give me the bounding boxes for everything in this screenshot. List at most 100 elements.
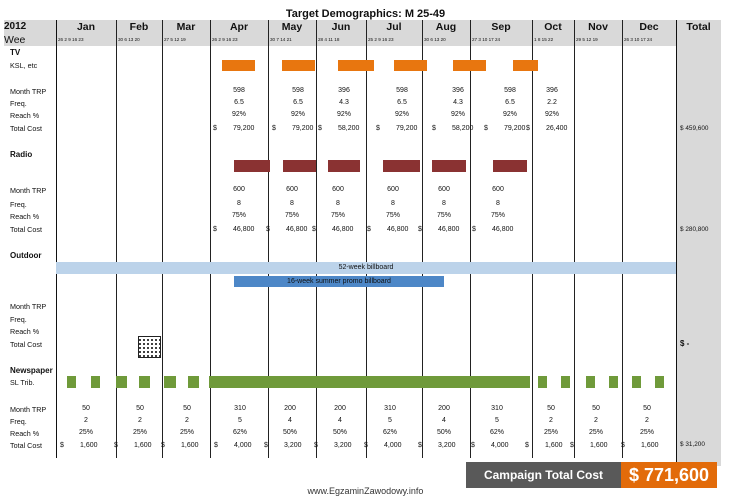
newspaper-cost-currency: $ xyxy=(314,442,318,449)
newspaper-cost-currency: $ xyxy=(60,442,64,449)
radio-cost-value: 46,800 xyxy=(286,226,308,233)
newspaper-reach-value: 25% xyxy=(543,429,558,436)
newspaper-reach-value: 62% xyxy=(489,429,504,436)
radio-cost-value: 46,800 xyxy=(492,226,514,233)
newspaper-trp-value: 200 xyxy=(334,405,346,412)
month-divider-line xyxy=(56,20,57,458)
radio-cost-currency: $ xyxy=(472,226,476,233)
week-label: Week xyxy=(4,34,31,46)
radio-flight-bar xyxy=(383,160,420,172)
month-divider-line xyxy=(622,20,623,458)
tv-total: $ 459,600 xyxy=(680,125,709,132)
newspaper-reach-value: 25% xyxy=(78,429,93,436)
newspaper-cost-value: 4,000 xyxy=(234,442,252,449)
month-divider-line xyxy=(116,20,117,458)
outdoor-row-cost: Total Cost xyxy=(10,340,42,349)
radio-flight-bar xyxy=(234,160,270,172)
tv-flight-bar xyxy=(338,60,374,71)
total-header: Total xyxy=(686,21,711,33)
newspaper-trp-value: 50 xyxy=(547,405,555,412)
month-label: Feb xyxy=(129,21,149,33)
radio-flight-bar xyxy=(493,160,527,172)
newspaper-freq-value: 5 xyxy=(495,417,499,424)
newspaper-flight-bar xyxy=(561,376,570,388)
radio-trp-value: 600 xyxy=(286,186,298,193)
tv-freq-value: 6.5 xyxy=(505,99,515,106)
tv-row-cost: Total Cost xyxy=(10,124,42,133)
month-label: Dec xyxy=(639,21,659,33)
newspaper-cost-value: 3,200 xyxy=(284,442,302,449)
radio-cost-currency: $ xyxy=(418,226,422,233)
newspaper-cost-value: 3,200 xyxy=(334,442,352,449)
newspaper-reach-value: 62% xyxy=(232,429,247,436)
tv-freq-value: 4.3 xyxy=(339,99,349,106)
month-divider-line xyxy=(574,20,575,458)
newspaper-reach-value: 25% xyxy=(639,429,654,436)
radio-trp-value: 600 xyxy=(233,186,245,193)
radio-freq-value: 8 xyxy=(237,200,241,207)
newspaper-cost-value: 1,600 xyxy=(181,442,199,449)
tv-flight-bar xyxy=(222,60,255,71)
week-start-days: 28 4 11 18 xyxy=(318,37,340,42)
month-divider-line xyxy=(676,20,677,466)
newspaper-reach-value: 25% xyxy=(132,429,147,436)
tv-trp-value: 598 xyxy=(504,87,516,94)
outdoor-total: $ - xyxy=(680,339,690,348)
week-start-days: 27 5 12 19 xyxy=(164,37,186,42)
newspaper-outlet-label: SL Trib. xyxy=(10,378,35,387)
newspaper-row-trp: Month TRP xyxy=(10,405,47,414)
week-start-days: 30 6 13 20 xyxy=(118,37,140,42)
newspaper-reach-value: 62% xyxy=(382,429,397,436)
newspaper-freq-value: 4 xyxy=(338,417,342,424)
tv-cost-currency: $ xyxy=(526,125,530,132)
footer-watermark: www.EgzaminZawodowy.info xyxy=(307,486,424,496)
newspaper-cost-currency: $ xyxy=(364,442,368,449)
month-label: May xyxy=(281,21,303,33)
radio-row-reach: Reach % xyxy=(10,212,40,221)
newspaper-trp-value: 50 xyxy=(643,405,651,412)
tv-row-freq: Freq. xyxy=(10,99,27,108)
newspaper-cost-currency: $ xyxy=(418,442,422,449)
newspaper-flight-bar xyxy=(609,376,618,388)
month-label: Mar xyxy=(176,21,196,33)
newspaper-cost-value: 1,600 xyxy=(545,442,563,449)
newspaper-flight-bar xyxy=(209,376,530,388)
newspaper-flight-bar xyxy=(538,376,547,388)
radio-flight-bar xyxy=(283,160,316,172)
tv-cost-currency: $ xyxy=(213,125,217,132)
tv-reach-value: 92% xyxy=(336,111,351,118)
week-start-days: 30 7 14 21 xyxy=(270,37,292,42)
radio-reach-value: 75% xyxy=(490,212,505,219)
radio-flight-bar xyxy=(328,160,360,172)
tv-flight-bar xyxy=(394,60,427,71)
tv-freq-value: 6.5 xyxy=(397,99,407,106)
month-label: Jun xyxy=(331,21,351,33)
tv-freq-value: 6.5 xyxy=(234,99,244,106)
month-label: Aug xyxy=(435,21,457,33)
newspaper-freq-value: 2 xyxy=(594,417,598,424)
radio-reach-value: 75% xyxy=(231,212,246,219)
radio-reach-value: 75% xyxy=(330,212,345,219)
radio-flight-bar xyxy=(432,160,466,172)
tv-trp-value: 396 xyxy=(546,87,558,94)
outdoor-section-title: Outdoor xyxy=(10,251,42,260)
tv-trp-value: 598 xyxy=(396,87,408,94)
month-divider-line xyxy=(366,20,367,458)
newspaper-cost-value: 1,600 xyxy=(80,442,98,449)
newspaper-reach-value: 50% xyxy=(332,429,347,436)
tv-cost-value: 58,200 xyxy=(338,125,360,132)
newspaper-cost-currency: $ xyxy=(264,442,268,449)
radio-cost-value: 46,800 xyxy=(233,226,255,233)
tv-cost-value: 58,200 xyxy=(452,125,474,132)
month-label: Jul xyxy=(386,21,402,33)
newspaper-flight-bar xyxy=(91,376,100,388)
newspaper-trp-value: 50 xyxy=(592,405,600,412)
tv-flight-bar xyxy=(513,60,538,71)
newspaper-freq-value: 4 xyxy=(442,417,446,424)
week-header-row: 26 2 9 16 23 30 6 13 20 27 5 12 19 26 2 9 1… xyxy=(26,34,676,46)
month-label: Jan xyxy=(76,21,96,33)
radio-row-trp: Month TRP xyxy=(10,186,47,195)
newspaper-cost-currency: $ xyxy=(570,442,574,449)
radio-reach-value: 75% xyxy=(284,212,299,219)
radio-section-title: Radio xyxy=(10,150,33,159)
